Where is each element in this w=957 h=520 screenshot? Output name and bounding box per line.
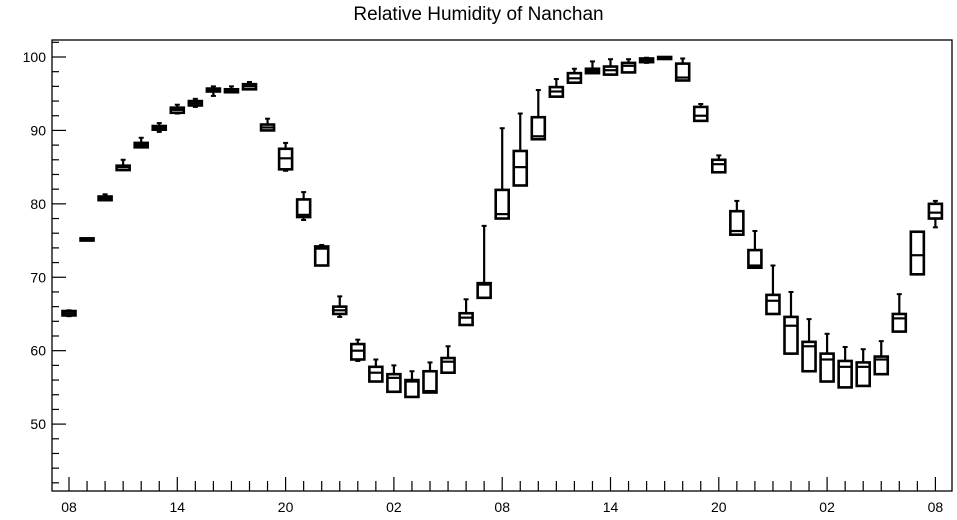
box-plot-item [97,193,113,202]
box-plot-item [909,230,926,276]
box-body [692,105,709,123]
box-plot-item [855,348,872,388]
x-tick-label: 02 [386,499,402,515]
y-tick-label: 70 [30,269,46,285]
box-body [891,312,908,333]
box-plot-item [512,112,529,187]
box-plot-item [765,264,781,316]
box-body [349,342,366,361]
box-body [873,355,890,376]
box-body [422,369,438,394]
box-body [368,365,384,383]
chart-title: Relative Humidity of Nanchan [353,4,604,25]
y-tick-label: 90 [30,122,46,138]
box-plot-item [819,332,835,383]
box-body [765,293,781,316]
box-plot-item [386,364,402,394]
box-body [783,315,799,355]
box-plot-item [61,309,77,318]
box-plot-item [349,338,366,362]
box-plot-item [241,80,258,91]
plot-frame [51,39,953,492]
box-body [440,356,456,375]
box-body [494,188,511,220]
box-body [927,202,944,220]
box-plot-item [891,293,908,333]
box-plot-item [674,57,691,82]
box-plot-item [873,340,890,376]
box-plot-item [331,295,348,318]
box-plot-item [620,58,637,74]
box-plot-item [783,290,799,355]
box-body [819,352,835,383]
x-tick-label: 08 [61,499,77,515]
box-body [855,361,872,388]
x-tick-label: 02 [819,499,835,515]
box-body [404,378,420,399]
box-body [729,209,745,236]
x-tick-label: 08 [928,499,944,515]
box-body [674,62,691,82]
box-plot-item [440,345,456,375]
box-plot-item [205,85,222,97]
box-plot-item [747,230,763,270]
box-plot-item [602,58,619,76]
box-plot-item [313,243,330,267]
box-plot-item [584,60,601,75]
box-plot-item [295,191,312,221]
box-plot-item [801,318,817,373]
box-plot-item [79,237,95,242]
box-body [710,158,727,174]
x-tick-label: 14 [170,499,186,515]
box-plot-item [115,158,131,172]
x-tick-label: 20 [278,499,294,515]
box-plot-item [548,78,565,98]
box-plot-item [692,102,709,123]
box-plot-item [837,346,853,389]
box-body [476,281,492,300]
box-plot-item [422,361,438,394]
y-tick-label: 50 [30,416,46,432]
box-body [313,245,330,267]
box-plot-item [494,127,511,220]
box-plot-item [530,89,547,141]
box-plot-item [927,199,944,229]
box-plot-item [368,358,384,383]
y-tick-label: 60 [30,343,46,359]
box-body [530,115,547,141]
box-plot-item [277,141,294,172]
box-plot-item [187,97,204,108]
box-body [620,61,637,74]
box-plot-item [259,117,276,132]
box-body [512,149,529,187]
box-plot-item [151,122,168,133]
box-plot-item [458,298,474,327]
x-tick-label: 20 [711,499,727,515]
box-plot-item [638,56,655,64]
box-body [747,248,763,270]
y-tick-label: 80 [30,196,46,212]
box-body [458,311,474,327]
box-body [909,230,926,276]
box-plot-item [566,67,583,84]
box-plot-item [476,224,492,300]
box-plot-item [223,85,240,94]
x-tick-label: 14 [603,499,619,515]
y-tick-label: 100 [23,49,47,65]
box-plot-item [710,154,727,174]
box-plot-item [729,199,745,236]
box-plot-item [656,55,673,61]
box-body [295,198,312,219]
box-plot-item [169,103,186,115]
x-tick-label: 08 [494,499,510,515]
box-body [837,359,853,389]
box-body [801,340,817,373]
box-plot-item [133,136,149,149]
box-plot-item [404,370,420,399]
